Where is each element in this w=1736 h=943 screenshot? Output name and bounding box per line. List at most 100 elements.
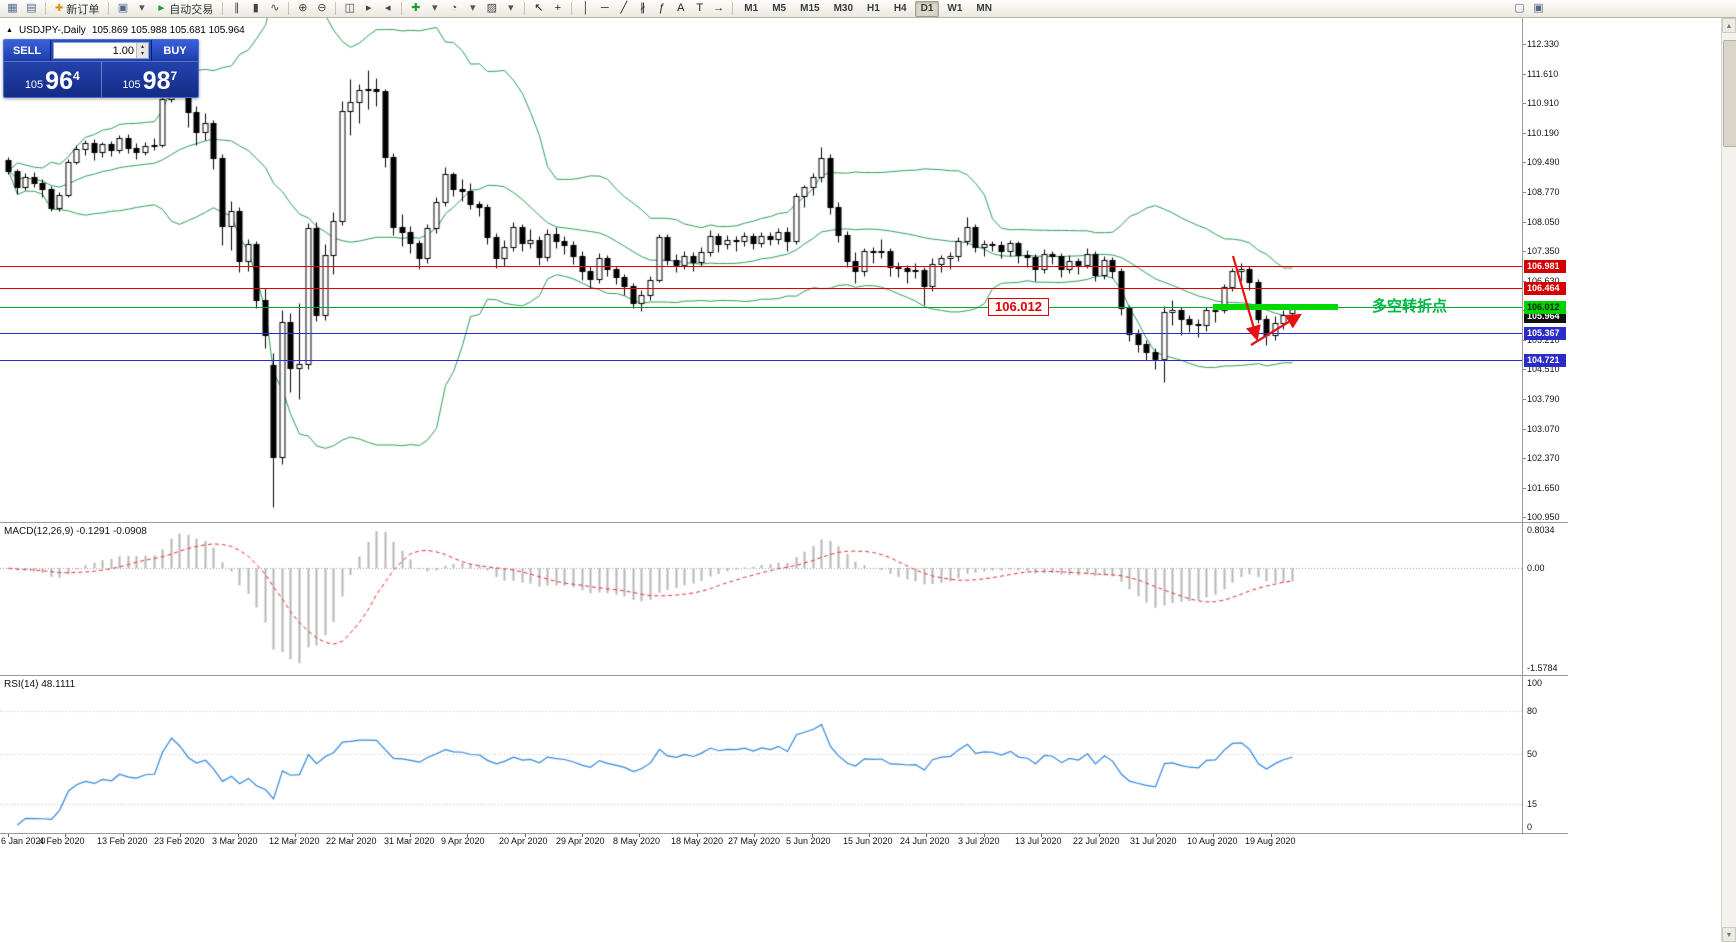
bar-chart-type-icon[interactable]: ∥	[234, 2, 240, 14]
template-dropdown-icon[interactable]: ▾	[508, 2, 514, 14]
rsi-panel-canvas[interactable]	[0, 676, 1522, 833]
period-dropdown-icon[interactable]: ▾	[470, 2, 476, 14]
zoom-out-icon[interactable]: ⊖	[317, 2, 327, 14]
timeframe-button-w1[interactable]: W1	[947, 2, 963, 14]
level-line-106.981[interactable]	[0, 266, 1522, 267]
new-chart-icon[interactable]: ▦	[7, 2, 18, 14]
time-axis-label: 3 Jul 2020	[958, 836, 1000, 846]
time-axis-label: 18 May 2020	[671, 836, 724, 846]
price-tag-105367: 105.367	[1524, 327, 1566, 340]
crosshair-icon[interactable]: +	[554, 2, 562, 14]
macd-panel-canvas[interactable]	[0, 523, 1522, 675]
price-axis-tick	[1522, 340, 1526, 341]
level-line-106.464[interactable]	[0, 288, 1522, 289]
price-chart-canvas[interactable]	[0, 18, 1522, 522]
template-icon[interactable]: ▨	[486, 2, 497, 14]
time-axis-tick	[1041, 833, 1042, 837]
new-order-button[interactable]: ✚ 新订单	[51, 1, 103, 16]
cursor-icon[interactable]: ↖	[534, 2, 544, 14]
timeframe-button-h1[interactable]: H1	[867, 2, 880, 14]
vertical-line-icon[interactable]: │	[582, 2, 590, 14]
time-axis-tick	[8, 833, 9, 837]
add-indicator-icon[interactable]: ✚	[411, 2, 421, 14]
zoom-in-icon[interactable]: ⊕	[298, 2, 308, 14]
timeframe-button-h4[interactable]: H4	[893, 2, 907, 14]
fibonacci-icon[interactable]: ƒ	[658, 2, 665, 14]
period-clock-icon[interactable]: ◔	[450, 2, 458, 14]
timeframe-button-m30[interactable]: M30	[833, 2, 854, 14]
chart-shift-icon[interactable]: ◂	[385, 2, 391, 14]
turning-point-highlight-bar[interactable]	[1213, 304, 1338, 310]
lot-size-field[interactable]: 1.00 ▴ ▾	[53, 42, 149, 59]
toolbar-separator	[45, 2, 46, 15]
toolbar-separator	[571, 2, 573, 15]
profiles-icon[interactable]: ▤	[26, 2, 37, 14]
buy-price-point: 7	[170, 69, 178, 83]
trade-panel-price-row: 105 96 4 105 98 7	[4, 62, 198, 97]
one-click-collapse-icon[interactable]: ▲	[6, 27, 13, 34]
timeframe-button-m1[interactable]: M1	[744, 2, 759, 14]
trendline-icon[interactable]: ╱	[620, 2, 628, 14]
line-chart-type-icon[interactable]: ∿	[270, 2, 280, 14]
lot-spinner[interactable]: ▴ ▾	[136, 43, 148, 58]
text-label-icon[interactable]: T	[696, 2, 704, 14]
sell-price-button[interactable]: 105 96 4	[4, 62, 101, 97]
rsi-axis-100: 100	[1527, 678, 1543, 688]
time-axis-tick	[1099, 833, 1100, 837]
arrows-tool-icon[interactable]: →	[713, 2, 725, 14]
trade-panel-header-row: SELL 1.00 ▴ ▾ BUY	[4, 40, 198, 62]
toolbar-separator	[401, 2, 403, 15]
macd-rsi-divider[interactable]	[0, 675, 1568, 676]
sell-button[interactable]: SELL	[4, 40, 51, 61]
scroll-up-button[interactable]: ▲	[1722, 18, 1736, 33]
auto-scroll-icon[interactable]: ▸	[366, 2, 372, 14]
price-axis-label: 103.790	[1527, 394, 1560, 404]
timeframe-button-m5[interactable]: M5	[772, 2, 787, 14]
channel-icon[interactable]: ∦	[640, 2, 646, 14]
scroll-down-button[interactable]: ▼	[1722, 927, 1736, 942]
toolbar-separator	[732, 2, 734, 15]
time-axis-tick	[697, 833, 698, 837]
level-line-104.721[interactable]	[0, 360, 1522, 361]
autotrading-button[interactable]: ► 自动交易	[152, 1, 217, 16]
price-axis-label: 100.950	[1527, 512, 1560, 522]
time-axis-tick	[754, 833, 755, 837]
buy-price-button[interactable]: 105 98 7	[102, 62, 199, 97]
timeframe-button-d1[interactable]: D1	[914, 0, 940, 17]
level-line-106.012[interactable]	[0, 307, 1522, 308]
horizontal-line-icon[interactable]: ─	[600, 2, 609, 14]
price-axis-tick	[1522, 399, 1526, 400]
time-axis-label: 9 Apr 2020	[441, 836, 485, 846]
time-axis-tick	[1213, 833, 1214, 837]
time-axis-label: 5 Jun 2020	[786, 836, 831, 846]
price-axis-tick	[1522, 488, 1526, 489]
window-icon[interactable]: ▣	[1533, 2, 1544, 14]
spinner-down-icon[interactable]: ▾	[140, 50, 144, 57]
spinner-up-icon[interactable]: ▴	[140, 43, 144, 50]
turning-point-text[interactable]: 多空转折点	[1372, 298, 1448, 315]
tile-windows-icon[interactable]: ◫	[344, 2, 355, 14]
vertical-scrollbar[interactable]: ▲ ▼	[1721, 18, 1736, 942]
price-axis-separator	[1522, 18, 1523, 833]
scrollbar-thumb[interactable]	[1723, 40, 1736, 147]
time-axis-tick	[352, 833, 353, 837]
price-callout-label[interactable]: 106.012	[988, 298, 1049, 316]
lot-size-value: 1.00	[112, 44, 134, 57]
timeframe-button-m15[interactable]: M15	[800, 2, 820, 14]
price-divider	[100, 62, 102, 97]
timeframe-button-mn[interactable]: MN	[976, 2, 992, 14]
buy-price-integer: 105	[122, 79, 141, 91]
text-icon[interactable]: A	[677, 2, 685, 14]
candlestick-type-icon[interactable]: ▮	[252, 2, 259, 14]
docking-icon[interactable]: ▢	[1514, 2, 1525, 14]
buy-button[interactable]: BUY	[151, 40, 198, 61]
price-axis-label: 108.770	[1527, 187, 1560, 197]
level-line-105.367[interactable]	[0, 333, 1522, 334]
indicator-dropdown-icon[interactable]: ▾	[432, 2, 438, 14]
chart-macd-divider[interactable]	[0, 522, 1568, 523]
chart-list-dropdown-icon[interactable]: ▾	[139, 2, 145, 14]
autotrading-button-icon: ►	[156, 3, 167, 14]
charts-grid-icon[interactable]: ▣	[117, 2, 129, 14]
time-axis-label: 12 Mar 2020	[269, 836, 320, 846]
new-order-button-icon: ✚	[55, 3, 64, 14]
